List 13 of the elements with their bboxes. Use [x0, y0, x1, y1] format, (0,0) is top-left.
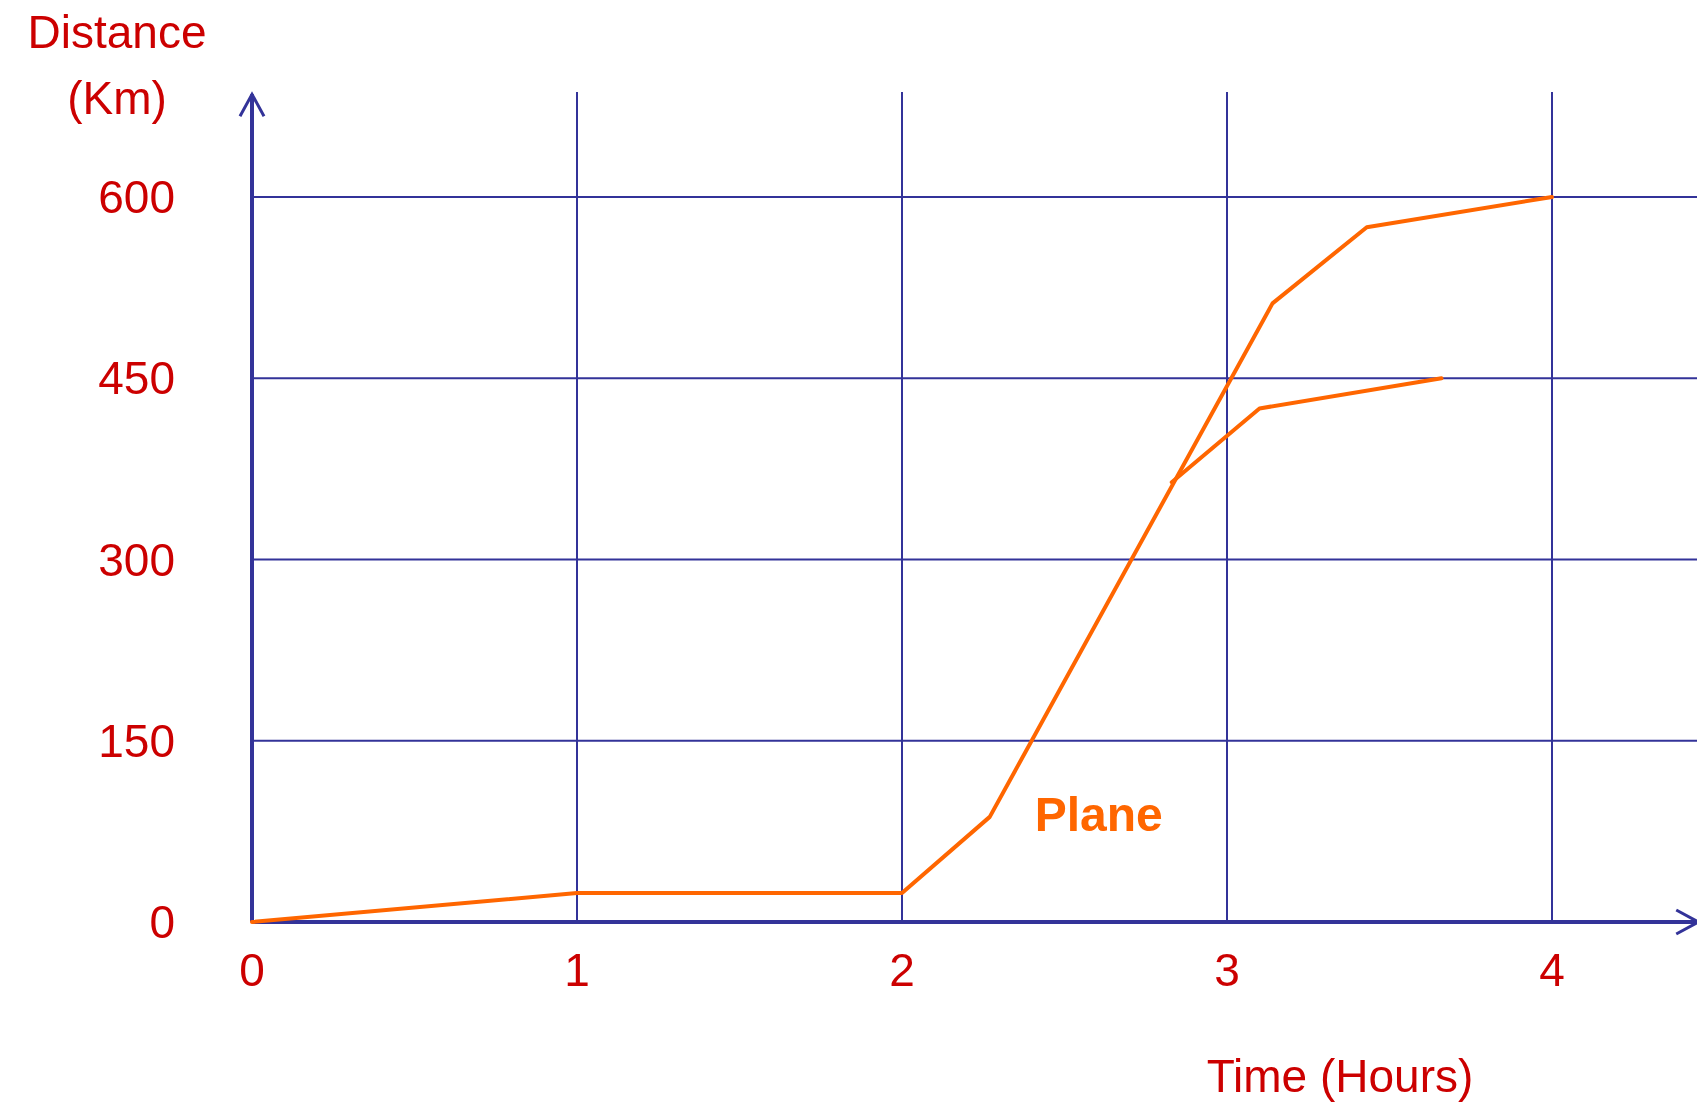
x-tick-label: 4 — [1539, 944, 1565, 996]
x-tick-label: 0 — [239, 944, 265, 996]
x-tick-label: 3 — [1214, 944, 1240, 996]
y-tick-label: 150 — [98, 714, 175, 767]
y-tick-label: 300 — [98, 533, 175, 586]
x-axis-title: Time (Hours) — [1206, 1050, 1474, 1102]
y-tick-label: 0 — [149, 896, 175, 949]
y-axis-title: Distance (Km) — [27, 6, 207, 124]
series-label: Plane — [1034, 787, 1163, 841]
x-tick-label: 1 — [564, 944, 590, 996]
y-tick-label: 600 — [98, 171, 175, 224]
x-tick-label: 2 — [889, 944, 915, 996]
y-tick-label: 450 — [98, 352, 175, 405]
